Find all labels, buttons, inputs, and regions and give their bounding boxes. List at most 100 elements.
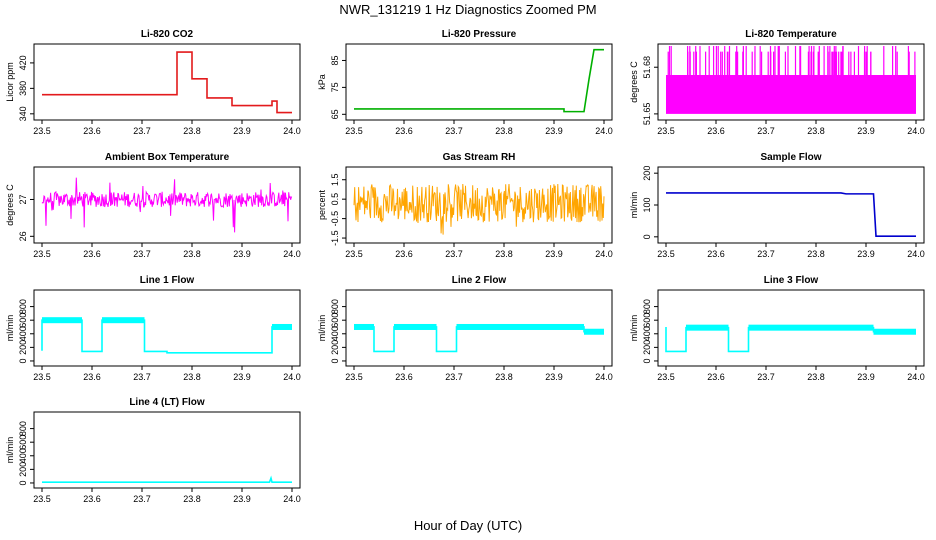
panel-title: Line 4 (LT) Flow	[129, 397, 205, 408]
x-tick-label: 23.5	[33, 249, 51, 259]
panel-title: Gas Stream RH	[443, 152, 516, 163]
series-line	[42, 51, 292, 114]
x-tick-label: 23.8	[807, 249, 825, 259]
x-tick-label: 23.9	[233, 372, 251, 382]
x-tick-label: 24.0	[283, 249, 301, 259]
y-axis-label: ml/min	[5, 315, 15, 342]
panel-10: Line 4 (LT) Flow 23.5 23.6 23.7 23.8 23.9 24.0…	[5, 397, 301, 504]
x-tick-label: 23.5	[657, 372, 675, 382]
y-tick-label: 600	[330, 313, 340, 328]
y-tick-label: -0.5	[330, 211, 340, 227]
y-tick-label: 400	[18, 448, 28, 463]
panel-9: Line 3 Flow 23.5 23.6 23.7 23.8 23.9 24.0 0 2004…	[629, 275, 925, 382]
x-tick-label: 23.6	[83, 126, 101, 136]
x-tick-label: 24.0	[595, 126, 613, 136]
y-axis-label: ml/min	[317, 315, 327, 342]
x-tick-label: 23.9	[233, 249, 251, 259]
x-tick-label: 24.0	[595, 372, 613, 382]
series-line	[666, 192, 916, 237]
y-tick-label: 600	[642, 313, 652, 328]
x-tick-label: 23.9	[857, 126, 875, 136]
y-tick-label: 800	[330, 299, 340, 314]
x-tick-label: 23.5	[33, 494, 51, 504]
x-tick-label: 23.9	[233, 494, 251, 504]
y-axis-label: degrees C	[5, 184, 15, 226]
y-tick-label: 65	[330, 109, 340, 119]
panel-5: Gas Stream RH 23.5 23.6 23.7 23.8 23.9 24.0 -1.…	[317, 152, 613, 259]
x-tick-label: 23.5	[345, 372, 363, 382]
panel-title: Li-820 Temperature	[745, 29, 837, 40]
y-tick-label: -1.5	[330, 230, 340, 246]
panel-3: Li-820 Temperature 23.5 23.6 23.7 23.8 23.9 24…	[629, 29, 925, 136]
figure-title: NWR_131219 1 Hz Diagnostics Zoomed PM	[339, 2, 597, 17]
y-axis-label: ml/min	[629, 315, 639, 342]
plot-frame	[657, 166, 925, 244]
x-tick-label: 23.8	[183, 494, 201, 504]
x-tick-label: 23.9	[857, 372, 875, 382]
x-tick-label: 23.8	[807, 126, 825, 136]
y-tick-label: 0	[642, 234, 652, 239]
y-tick-label: 400	[642, 326, 652, 341]
x-tick-label: 23.8	[495, 372, 513, 382]
x-tick-label: 23.7	[133, 249, 151, 259]
panel-title: Li-820 Pressure	[442, 29, 517, 40]
y-tick-label: 27	[18, 194, 28, 204]
panel-7: Line 1 Flow 23.5 23.6 23.7 23.8 23.9 24.0 0 2004…	[5, 275, 301, 382]
series-noise-band	[272, 323, 292, 330]
y-axis-label: ml/min	[629, 192, 639, 219]
x-tick-label: 23.7	[133, 126, 151, 136]
x-tick-label: 23.9	[545, 126, 563, 136]
x-tick-label: 23.5	[33, 372, 51, 382]
y-tick-label: 400	[330, 326, 340, 341]
plot-frame	[33, 289, 301, 367]
y-axis-label: kPa	[317, 74, 327, 90]
series-noise-band	[354, 323, 374, 330]
y-axis-label: Licor ppm	[5, 62, 15, 102]
x-tick-label: 23.7	[445, 372, 463, 382]
y-axis-label: degrees C	[629, 61, 639, 103]
series-noise-band	[686, 324, 729, 331]
x-tick-label: 24.0	[283, 494, 301, 504]
series-noise-band	[873, 328, 916, 335]
x-tick-label: 23.7	[133, 372, 151, 382]
y-tick-label: 200	[642, 166, 652, 181]
x-tick-label: 23.6	[395, 249, 413, 259]
series-band	[666, 75, 916, 114]
x-tick-label: 24.0	[595, 249, 613, 259]
x-tick-label: 23.9	[233, 126, 251, 136]
x-tick-label: 23.6	[707, 126, 725, 136]
y-tick-label: 800	[18, 299, 28, 314]
x-tick-label: 23.7	[757, 249, 775, 259]
x-tick-label: 23.6	[707, 372, 725, 382]
y-tick-label: 380	[18, 81, 28, 96]
x-tick-label: 23.5	[657, 249, 675, 259]
plot-frame	[657, 43, 925, 121]
panel-title: Sample Flow	[760, 152, 821, 163]
y-tick-label: 51.65	[642, 103, 652, 126]
x-tick-label: 23.9	[545, 249, 563, 259]
y-tick-label: 0	[18, 358, 28, 363]
x-tick-label: 23.8	[495, 249, 513, 259]
x-tick-label: 23.6	[83, 372, 101, 382]
y-tick-label: 1.5	[330, 173, 340, 186]
y-tick-label: 26	[18, 231, 28, 241]
series-noise-band	[102, 317, 145, 324]
x-tick-label: 23.6	[707, 249, 725, 259]
panel-title: Line 3 Flow	[764, 275, 819, 286]
x-tick-label: 23.6	[395, 126, 413, 136]
y-tick-label: 600	[18, 435, 28, 450]
y-tick-label: 800	[642, 299, 652, 314]
plot-frame	[345, 43, 613, 121]
x-tick-label: 24.0	[907, 249, 925, 259]
x-tick-label: 24.0	[283, 126, 301, 136]
y-tick-label: 0.5	[330, 193, 340, 206]
y-tick-label: 0	[330, 358, 340, 363]
x-tick-label: 23.8	[183, 249, 201, 259]
y-tick-label: 200	[330, 340, 340, 355]
y-tick-label: 800	[18, 421, 28, 436]
x-tick-label: 23.7	[757, 126, 775, 136]
y-tick-label: 200	[18, 340, 28, 355]
plot-frame	[33, 411, 301, 489]
figure-x-axis-label: Hour of Day (UTC)	[413, 518, 523, 533]
x-tick-label: 23.5	[345, 249, 363, 259]
